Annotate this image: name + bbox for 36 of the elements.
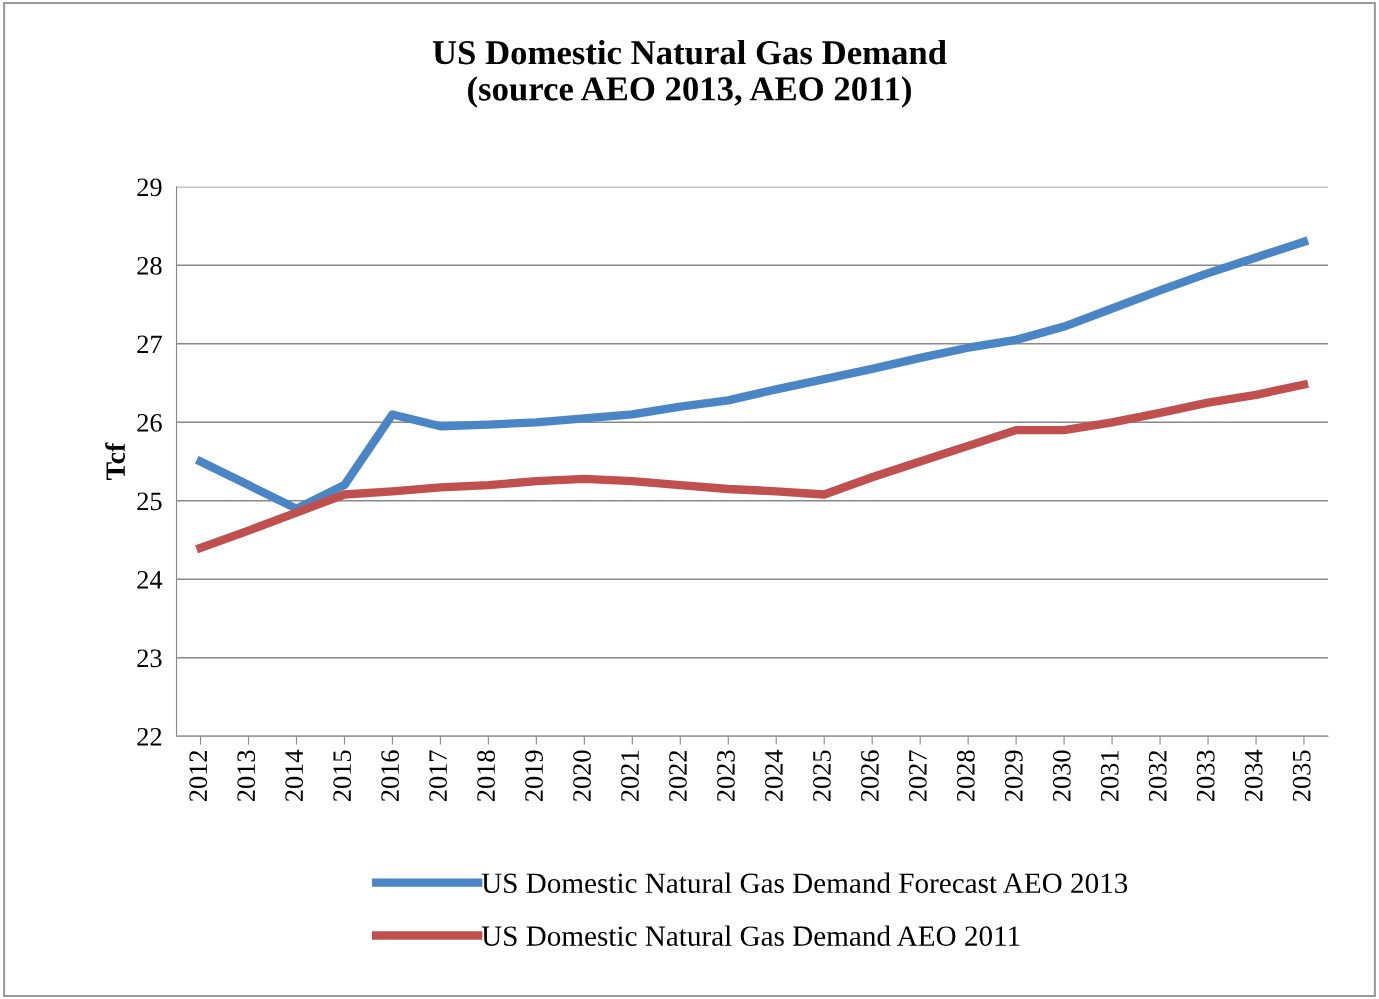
y-tick-label: 26 [137, 413, 162, 432]
x-tick-label: 2034 [1244, 749, 1263, 802]
x-tick-label: 2016 [381, 750, 400, 802]
legend-label: US Domestic Natural Gas Demand AEO 2011 [481, 925, 1020, 946]
x-tick-label: 2014 [285, 749, 304, 802]
x-tick-label: 2015 [333, 750, 352, 802]
x-tick-label: 2031 [1100, 751, 1119, 802]
x-tick-label: 2035 [1292, 750, 1311, 802]
chart-title: US Domestic Natural Gas Demand (source AEO 2013, AEO 2011) [432, 39, 947, 108]
x-tick-label: 2030 [1052, 750, 1071, 802]
x-tick-label: 2024 [765, 749, 783, 802]
y-tick-label: 24 [137, 570, 163, 589]
x-tick-label: 2012 [189, 750, 208, 802]
x-tick-label: 2018 [477, 750, 495, 802]
y-tick-label: 22 [137, 727, 162, 746]
x-tick-label: 2023 [717, 750, 735, 802]
y-tick-label: 25 [137, 492, 162, 511]
x-tick-label: 2032 [1148, 750, 1167, 802]
x-tick-label: 2029 [1004, 750, 1023, 802]
x-tick-label: 2019 [525, 750, 543, 802]
x-tick-label: 2020 [573, 750, 591, 802]
x-tick-label: 2021 [621, 751, 639, 802]
y-tick-label: 27 [137, 335, 162, 353]
y-tick-label: 28 [137, 256, 162, 275]
x-tick-label: 2028 [956, 750, 975, 802]
legend-label: US Domestic Natural Gas Demand Forecast AEO 2013 [481, 872, 1128, 894]
x-tick-label: 2026 [860, 750, 879, 802]
x-tick-label: 2025 [813, 750, 831, 802]
y-tick-label: 29 [137, 178, 162, 197]
x-tick-label: 2033 [1196, 750, 1215, 802]
x-tick-label: 2027 [908, 750, 927, 802]
x-tick-label: 2022 [669, 750, 687, 802]
x-tick-label: 2017 [429, 750, 447, 802]
y-axis-title: Tcf [105, 442, 126, 480]
x-tick-label: 2013 [237, 750, 256, 802]
y-tick-label: 23 [137, 649, 162, 668]
